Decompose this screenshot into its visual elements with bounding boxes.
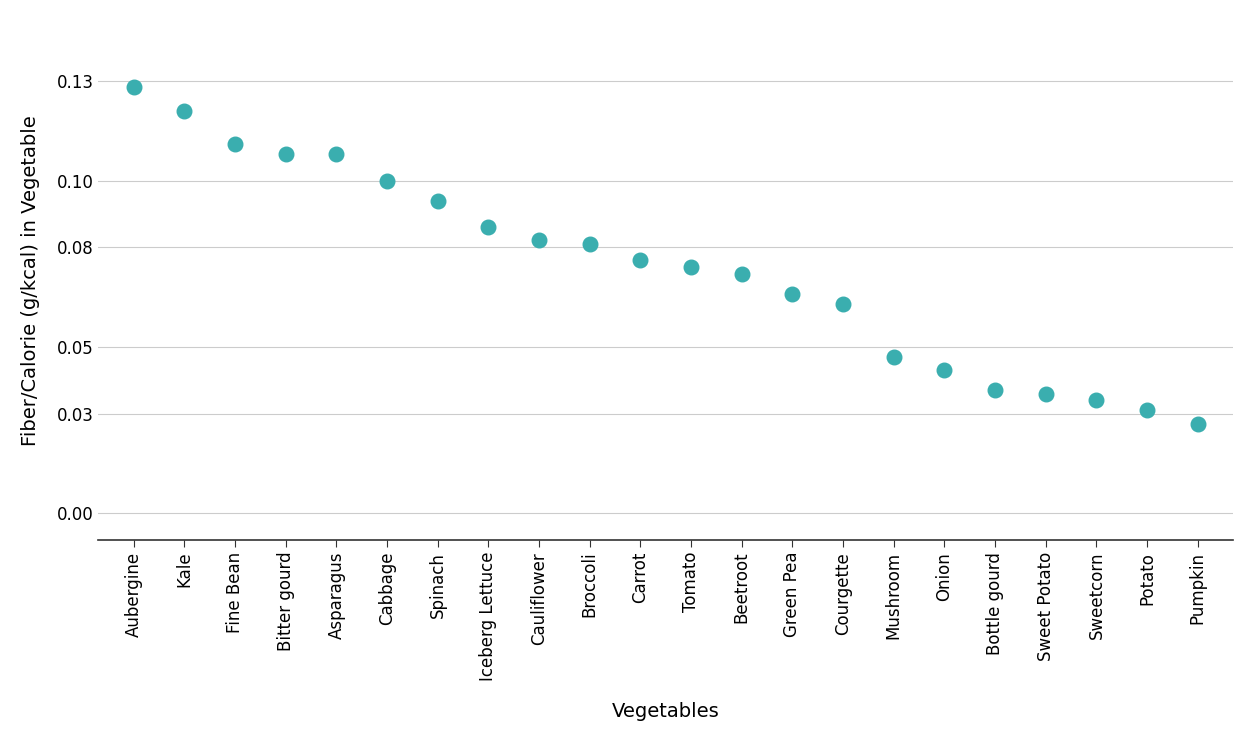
Point — [1188, 418, 1208, 430]
Point — [428, 194, 448, 206]
Point — [579, 238, 599, 250]
Point — [884, 351, 904, 363]
Point — [1086, 394, 1106, 406]
Point — [631, 255, 651, 266]
Point — [479, 221, 499, 233]
Point — [833, 298, 853, 309]
Point — [276, 148, 296, 160]
Point — [529, 234, 549, 246]
Point — [377, 174, 398, 186]
Point — [681, 261, 701, 273]
X-axis label: Vegetables: Vegetables — [612, 702, 720, 721]
Point — [174, 105, 194, 116]
Point — [782, 288, 803, 300]
Point — [226, 138, 246, 150]
Point — [124, 82, 144, 93]
Point — [1036, 387, 1056, 399]
Point — [326, 148, 346, 160]
Point — [934, 364, 954, 376]
Point — [986, 384, 1006, 396]
Y-axis label: Fiber/Calorie (g/kcal) in Vegetable: Fiber/Calorie (g/kcal) in Vegetable — [21, 115, 40, 446]
Point — [732, 268, 752, 280]
Point — [1137, 404, 1157, 416]
